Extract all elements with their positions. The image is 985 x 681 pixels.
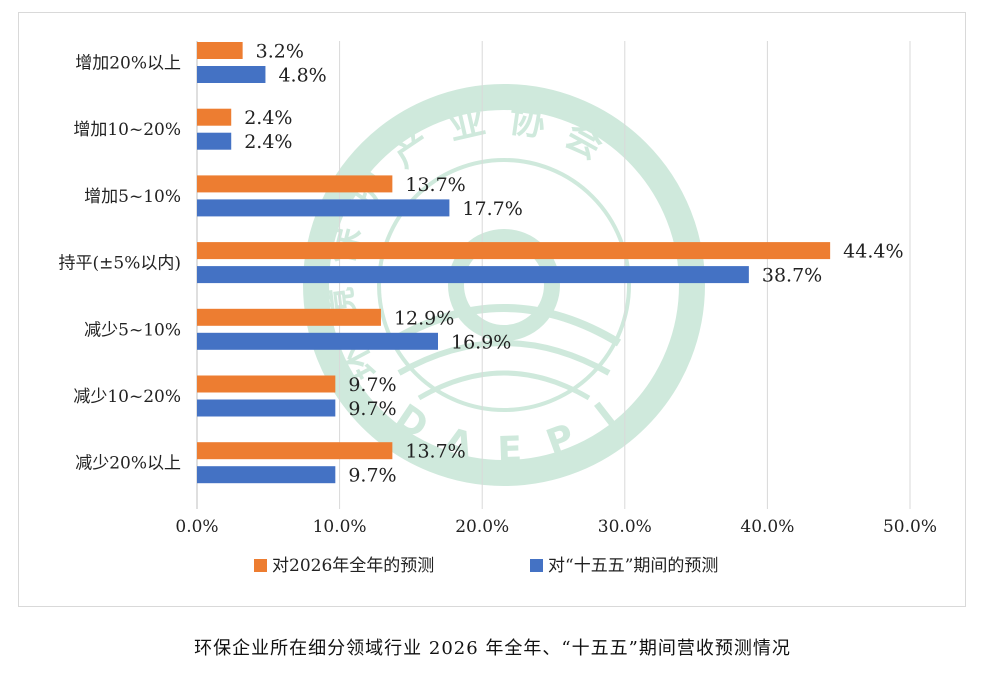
x-tick-label: 40.0% [740, 517, 794, 537]
category-label: 持平(±5%以内) [59, 254, 181, 274]
chart-frame: 环境保护产业协会DAEPI 3.2%4.8%2.4%2.4%13.7%17.7%… [18, 12, 966, 607]
watermark-inner-ring [377, 158, 631, 412]
data-label: 13.7% [405, 441, 465, 463]
data-label: 17.7% [462, 198, 522, 220]
bars [197, 42, 831, 484]
data-label: 12.9% [394, 307, 454, 329]
x-tick-label: 0.0% [175, 517, 218, 537]
x-tick-label: 30.0% [598, 517, 652, 537]
x-tick-labels: 0.0% 10.0% 20.0% 30.0% 40.0% 50.0% [175, 517, 937, 537]
bar [197, 175, 393, 193]
data-label: 13.7% [405, 174, 465, 196]
bar [197, 66, 266, 83]
watermark-wave-3 [417, 370, 591, 401]
bar [197, 242, 831, 260]
legend-item: 对“十五五”期间的预测 [530, 556, 718, 576]
bar [197, 399, 336, 417]
bar [197, 442, 393, 460]
bar [197, 266, 749, 284]
bar [197, 42, 243, 59]
data-label: 9.7% [348, 398, 396, 420]
data-label: 2.4% [244, 107, 292, 129]
bar [197, 108, 232, 126]
bar [197, 332, 438, 350]
category-label: 减少20%以上 [75, 454, 181, 474]
category-label: 增加5~10% [84, 187, 181, 207]
figure-caption: 环保企业所在细分领域行业 2026 年全年、“十五五”期间营收预测情况 [194, 638, 791, 659]
legend-label: 对2026年全年的预测 [272, 556, 434, 576]
watermark-wave-1 [386, 304, 622, 347]
category-label: 增加20%以上 [75, 54, 181, 74]
category-label: 减少5~10% [84, 320, 181, 340]
bar [197, 308, 381, 326]
bar [197, 199, 450, 217]
bar [197, 132, 232, 150]
data-label: 38.7% [762, 265, 822, 287]
bar [197, 375, 336, 393]
watermark-char: E [497, 429, 523, 471]
data-label: 4.8% [278, 65, 326, 87]
legend: 对2026年全年的预测 对“十五五”期间的预测 [254, 556, 718, 576]
bar [197, 466, 336, 484]
x-tick-label: 50.0% [883, 517, 937, 537]
data-label: 16.9% [451, 331, 511, 353]
category-label: 增加10~20% [73, 120, 181, 140]
data-labels: 3.2%4.8%2.4%2.4%13.7%17.7%44.4%38.7%12.9… [244, 41, 903, 487]
data-label: 3.2% [256, 41, 304, 63]
legend-swatch [530, 559, 543, 572]
x-tick-label: 10.0% [313, 517, 367, 537]
x-tick-label: 20.0% [455, 517, 509, 537]
legend-item: 对2026年全年的预测 [254, 556, 434, 576]
data-label: 9.7% [348, 465, 396, 487]
watermark-char: 协 [506, 99, 547, 145]
data-label: 2.4% [244, 131, 292, 153]
bar-chart: 环境保护产业协会DAEPI 3.2%4.8%2.4%2.4%13.7%17.7%… [59, 41, 937, 577]
legend-label: 对“十五五”期间的预测 [548, 556, 718, 576]
category-label: 减少10~20% [73, 387, 181, 407]
data-label: 44.4% [843, 241, 903, 263]
watermark-outer-ring [303, 84, 705, 486]
legend-swatch [254, 559, 267, 572]
watermark-wave-2 [397, 340, 611, 376]
watermark-center-disc [448, 229, 560, 341]
watermark-logo: 环境保护产业协会DAEPI [303, 84, 705, 486]
data-label: 9.7% [348, 374, 396, 396]
